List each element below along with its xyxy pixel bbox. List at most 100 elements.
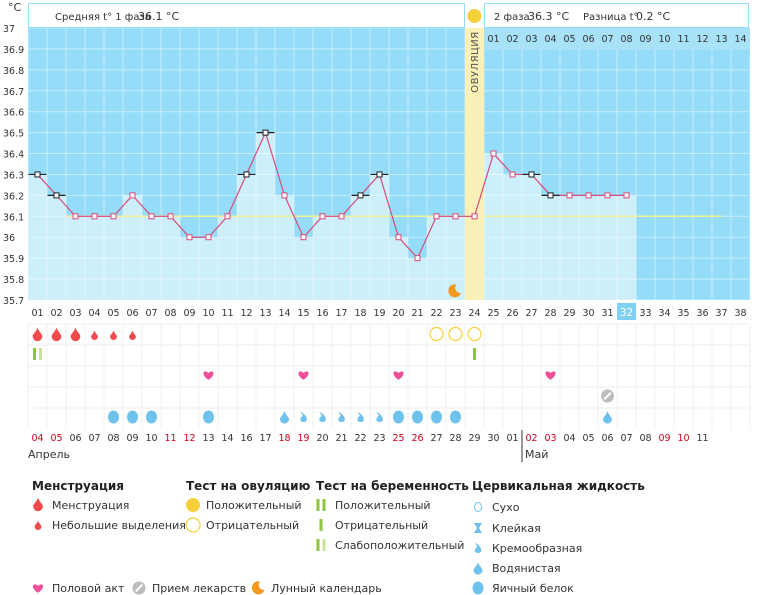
date-label: 26: [411, 433, 423, 444]
temp-point-day-23: [452, 213, 459, 220]
legend-pregnancy-weak-label: Слабоположительный: [335, 539, 464, 552]
date-label: 02: [525, 433, 537, 444]
legend-moon-label: Лунный календарь: [271, 582, 382, 595]
date-label: 29: [468, 433, 480, 444]
cycle-day-label: 30: [582, 308, 594, 319]
temp-point-day-13: [262, 129, 269, 136]
cycle-day-label: 14: [278, 308, 290, 319]
cycle-day-label: 09: [183, 308, 195, 319]
cycle-day-label: 19: [373, 308, 385, 319]
cervical-creamy-icon: [376, 411, 383, 422]
legend-title-menstruation: Менструация: [32, 479, 124, 493]
phase1-box: [28, 3, 465, 28]
cervical-egg-white-icon: [108, 410, 119, 424]
intercourse-icon: [298, 371, 309, 380]
phase2-box: [484, 3, 749, 28]
cycle-day-label: 38: [734, 308, 746, 319]
date-label: 21: [335, 433, 347, 444]
date-label: 08: [107, 433, 119, 444]
phase2-day-label: 11: [677, 34, 689, 45]
date-label: 28: [449, 433, 461, 444]
medication-line: [603, 392, 612, 400]
current-day-marker: [617, 303, 636, 320]
date-label: 30: [487, 433, 499, 444]
date-label: 14: [221, 433, 233, 444]
date-label: 09: [658, 433, 670, 444]
y-unit-label: °C: [8, 1, 22, 14]
ovulation-sun-icon: [467, 9, 482, 23]
date-label: 06: [69, 433, 81, 444]
cervical-egg-white-icon: [450, 410, 461, 424]
date-label: 01: [506, 433, 518, 444]
temp-bar-day-02: [47, 195, 66, 300]
date-label: 25: [392, 433, 404, 444]
menstruation-heavy-icon: [51, 327, 62, 342]
temp-bar-day-12: [237, 174, 256, 300]
temp-point-day-18: [357, 192, 364, 199]
pregnancy-test-weak-icon: [33, 348, 36, 360]
cervical-creamy-icon: [338, 411, 345, 422]
date-label: 16: [240, 433, 252, 444]
temp-bar-day-26: [503, 174, 522, 300]
phase2-day-label: 13: [715, 34, 727, 45]
pregnancy-test-negative-icon: [473, 348, 476, 360]
y-tick-label: 36.5: [3, 129, 24, 140]
cycle-day-label: 36: [696, 308, 708, 319]
temp-bar-day-06: [123, 195, 142, 300]
cycle-day-label: 31: [601, 308, 613, 319]
legend-cervical-dry-icon: [474, 502, 482, 512]
phase2-day-label: 09: [639, 34, 651, 45]
cycle-day-label: 13: [259, 308, 271, 319]
menstruation-light-icon: [129, 330, 136, 340]
temp-bar-day-01: [28, 174, 47, 300]
date-label: 19: [297, 433, 309, 444]
legend-pregnancy-weak-icon: [316, 539, 320, 551]
cycle-day-label: 35: [677, 308, 689, 319]
cervical-creamy-icon: [300, 411, 307, 422]
date-label: 17: [259, 433, 271, 444]
legend-intercourse-label: Половой акт: [52, 582, 125, 595]
temp-bar-day-23: [446, 216, 465, 300]
date-label: 07: [88, 433, 100, 444]
legend-title-pregnancy-test: Тест на беременность: [316, 479, 469, 493]
temp-bar-day-08: [161, 216, 180, 300]
ovulation-test-negative-icon: [467, 326, 482, 342]
temp-point-day-09: [186, 234, 193, 241]
date-label: 03: [544, 433, 556, 444]
legend-medication-icon: [132, 581, 146, 595]
cycle-day-label: 23: [449, 308, 461, 319]
y-tick-label: 35.9: [3, 254, 24, 265]
temp-point-day-04: [91, 213, 98, 220]
temp-point-day-07: [148, 213, 155, 220]
cervical-egg-white-icon: [203, 410, 214, 424]
temp-point-day-30: [585, 192, 592, 199]
temp-point-day-25: [490, 150, 497, 157]
y-tick-label: 36.7: [3, 87, 24, 98]
legend-pregnancy-positive-icon: [322, 499, 326, 511]
legend-cervical-creamy-icon: [474, 542, 482, 553]
cycle-day-label: 01: [31, 308, 43, 319]
date-label: 22: [354, 433, 366, 444]
cycle-day-label: 29: [563, 308, 575, 319]
ovulation-test-negative-icon: [448, 326, 463, 342]
ovulation-band: [465, 28, 484, 300]
legend-cervical-egg-white-label: Яичный белок: [492, 582, 574, 595]
temp-bar-day-14: [275, 195, 294, 300]
pregnancy-test-weak-icon: [39, 348, 42, 360]
temp-bar-day-28: [541, 195, 560, 300]
temp-point-day-01: [34, 171, 41, 178]
y-tick-label: 36.8: [3, 66, 24, 77]
cervical-egg-white-icon: [431, 410, 442, 424]
temp-bar-day-25: [484, 153, 503, 300]
cycle-day-label: 18: [354, 308, 366, 319]
temp-bar-day-10: [199, 237, 218, 300]
cycle-day-label: 34: [658, 308, 670, 319]
phase1-value: 36.1 °C: [138, 10, 179, 23]
cycle-day-label: 28: [544, 308, 556, 319]
date-label: 05: [50, 433, 62, 444]
phase2-day-label: 10: [658, 34, 670, 45]
cycle-day-label: 21: [411, 308, 423, 319]
temp-bar-day-03: [66, 216, 85, 300]
date-label: 10: [677, 433, 689, 444]
medication-icon: [601, 389, 614, 403]
